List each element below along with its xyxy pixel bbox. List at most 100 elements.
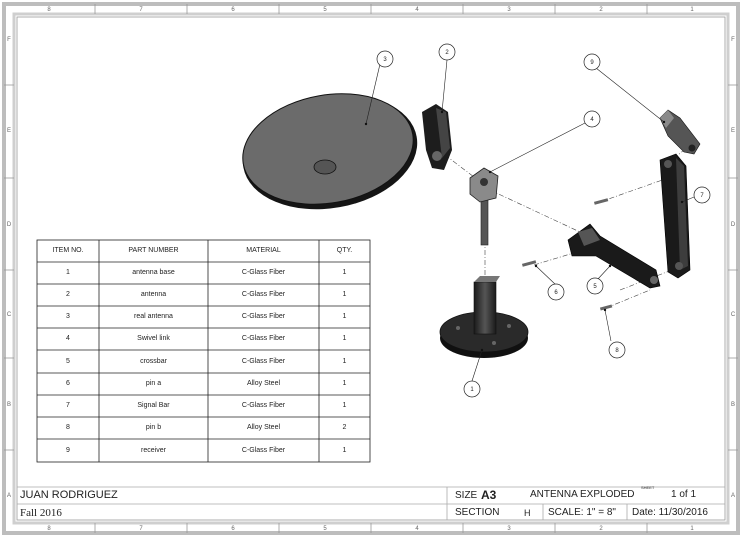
bom-quantity: 1 (342, 335, 347, 342)
zone-row-label: D (731, 222, 736, 228)
bom-material: Alloy Steel (246, 424, 281, 431)
bom-item-number: 5 (66, 357, 70, 365)
balloon-number: 8 (615, 348, 619, 354)
bom-material: C-Glass Fiber (241, 313, 286, 320)
zone-row-label: D (7, 222, 12, 228)
pin-parts (521, 198, 613, 311)
bom-header-part: PART NUMBER (128, 247, 179, 254)
bom-part-number: Swivel link (137, 335, 170, 342)
size-value: A3 (481, 488, 497, 502)
drawing-border (16, 16, 726, 521)
zone-col-label: 8 (47, 7, 51, 13)
zone-col-label: 2 (599, 7, 603, 13)
bom-material: C-Glass Fiber (241, 446, 286, 454)
bom-material: C-Glass Fiber (241, 291, 286, 298)
bom-part-number: crossbar (140, 357, 167, 365)
bom-material: C-Glass Fiber (241, 335, 286, 342)
sheet-superscript: SHEET (641, 485, 655, 490)
zone-col-label: 3 (507, 526, 511, 532)
bom-part-number: receiver (141, 446, 166, 454)
bom-quantity: 1 (342, 313, 347, 320)
bom-item-number: 2 (66, 291, 70, 298)
balloon-number: 5 (593, 284, 597, 290)
bom-material: C-Glass Fiber (241, 357, 286, 365)
zone-col-label: 1 (690, 526, 694, 532)
bom-part-number: antenna base (132, 269, 175, 276)
swivel-link-part (469, 167, 499, 246)
bom-material: C-Glass Fiber (241, 269, 286, 276)
zone-row-label: C (731, 312, 736, 318)
zone-labels: 8 7 6 5 4 3 2 1 8 7 6 5 4 3 2 1 F E D C … (7, 7, 736, 532)
antenna-bracket-part (422, 104, 452, 170)
scale-label: SCALE: 1" = 8" (548, 507, 616, 518)
zone-col-label: 3 (507, 7, 511, 13)
leader-dots (364, 110, 684, 352)
zone-row-label: E (731, 128, 735, 134)
bom-header-qty: QTY. (336, 247, 353, 254)
signal-bar-part (659, 153, 691, 279)
bom-item-number: 6 (66, 380, 70, 387)
zone-col-label: 8 (47, 526, 51, 532)
bom-table-grid (36, 239, 371, 463)
bom-quantity: 1 (342, 357, 347, 365)
bom-quantity: 1 (342, 380, 347, 387)
zone-col-label: 4 (415, 7, 419, 13)
zone-col-label: 4 (415, 526, 419, 532)
zone-col-label: 6 (231, 526, 235, 532)
bom-item-number: 8 (66, 424, 70, 431)
bom-quantity: 2 (342, 424, 347, 431)
balloon-number: 2 (445, 50, 449, 56)
zone-col-label: 5 (323, 526, 327, 532)
section-label: SECTION (455, 507, 500, 518)
zone-row-label: A (7, 493, 11, 499)
zone-row-label: A (731, 493, 735, 499)
bom-part-number: pin b (145, 424, 162, 431)
balloon-circles (376, 43, 711, 398)
balloon-labels: 1 2 3 4 5 6 7 8 9 (383, 50, 704, 393)
balloon-number: 1 (470, 387, 474, 393)
bom-quantity: 1 (342, 291, 347, 298)
bom-item-number: 3 (66, 313, 70, 320)
zone-col-label: 7 (139, 526, 143, 532)
zone-row-label: B (731, 402, 735, 408)
bom-part-number: Signal Bar (137, 402, 170, 409)
title-block-grid (17, 486, 725, 520)
bom-header-item: ITEM NO. (52, 247, 84, 254)
bom-quantity: 1 (342, 446, 347, 454)
zone-row-label: B (7, 402, 11, 408)
receiver-part (659, 109, 701, 155)
balloon-number: 9 (590, 60, 594, 66)
bom-header-material: MATERIAL (246, 247, 281, 254)
bom-item-number: 4 (66, 335, 70, 342)
sheet-count: 1 of 1 (671, 489, 697, 500)
date-label: Date: 11/30/2016 (632, 507, 708, 518)
bom-material: C-Glass Fiber (241, 402, 286, 409)
bom-part-number: antenna (140, 291, 167, 298)
balloon-number: 4 (590, 117, 594, 123)
zone-col-label: 5 (323, 7, 327, 13)
zone-col-label: 7 (139, 7, 143, 13)
balloon-number: 6 (554, 290, 558, 296)
zone-row-label: C (7, 312, 12, 318)
zone-row-label: F (731, 37, 735, 43)
balloon-leaders (365, 59, 695, 382)
dish-part (242, 93, 418, 210)
term-label: Fall 2016 (20, 507, 62, 519)
balloon-number: 3 (383, 57, 387, 63)
antenna-base-part (439, 276, 529, 358)
bom-item-number: 7 (66, 402, 70, 409)
zone-col-label: 2 (599, 526, 603, 532)
bom-quantity: 1 (342, 269, 347, 276)
crossbar-part (567, 223, 661, 289)
bom-part-number: pin a (145, 380, 162, 387)
section-value: H (524, 508, 531, 518)
zone-row-label: E (7, 128, 11, 134)
bom-quantity: 1 (342, 402, 347, 409)
bom-part-number: real antenna (134, 313, 173, 320)
bom-item-number: 9 (66, 446, 70, 454)
zone-col-label: 6 (231, 7, 235, 13)
zone-col-label: 1 (690, 7, 694, 13)
zone-row-label: F (7, 37, 11, 43)
size-label: SIZE (455, 490, 478, 501)
